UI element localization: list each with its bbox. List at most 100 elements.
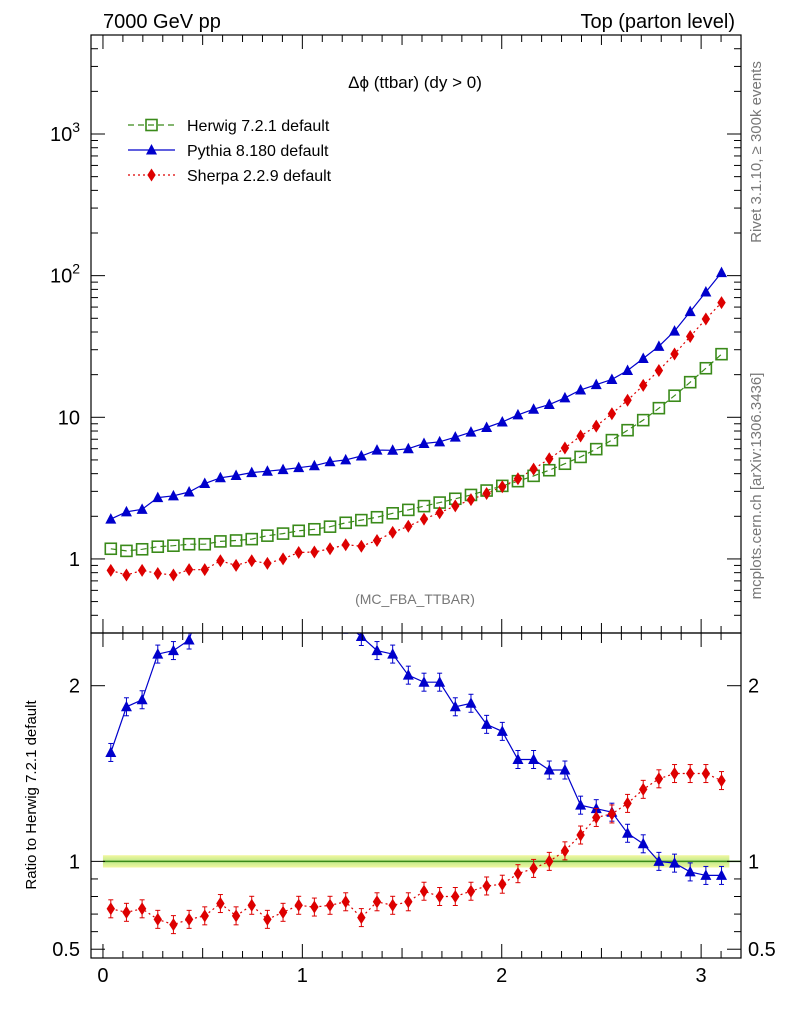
main-series-1-point-15 — [340, 453, 352, 465]
main-series-2-point-16 — [357, 539, 366, 553]
main-series-1-point-11 — [277, 463, 289, 475]
main-series-0-point-29 — [558, 457, 572, 471]
main-series-2-point-5 — [184, 563, 194, 577]
ratio-series-1-point-6 — [200, 909, 209, 923]
ratio-series-1-point-21 — [435, 890, 444, 904]
main-series-0-point-9 — [245, 532, 259, 546]
ratio-series-0-point-17 — [371, 644, 383, 656]
main-series-0-point-13 — [308, 522, 321, 536]
main-series-1-point-19 — [402, 442, 414, 454]
ratio-series-line-1 — [110, 772, 722, 926]
ratio-series-0-point-18 — [387, 648, 399, 659]
ratio-series-1-point-15 — [341, 895, 350, 909]
ratio-series-0-point-31 — [590, 802, 602, 814]
main-series-0-point-32 — [605, 433, 619, 447]
main-series-1-point-16 — [355, 450, 367, 461]
ratio-series-1-point-3 — [153, 912, 162, 926]
main-series-2-point-26 — [513, 472, 523, 486]
main-series-2-point-15 — [341, 538, 350, 552]
ratio-series-0-point-0 — [105, 746, 117, 757]
ratio-ytick-label-left-0: 0.5 — [52, 939, 80, 961]
main-series-0-point-3 — [151, 540, 165, 554]
ratio-series-1-point-32 — [607, 807, 617, 821]
ratio-series-1-point-9 — [247, 898, 256, 912]
main-series-2-point-20 — [419, 512, 429, 526]
main-series-2-point-3 — [153, 566, 162, 580]
main-series-2-point-10 — [263, 556, 272, 570]
legend-marker-2 — [147, 168, 156, 182]
main-series-0-point-28 — [542, 463, 556, 477]
ratio-series-1-point-20 — [419, 884, 429, 898]
ratio-series-1-point-38 — [701, 767, 711, 781]
main-series-0-point-16 — [355, 513, 368, 527]
ratio-series-0-point-14 — [325, 609, 336, 620]
ratio-series-1-point-36 — [670, 767, 679, 781]
ratio-series-0-point-12 — [293, 592, 304, 603]
main-series-0-point-35 — [652, 401, 666, 415]
main-series-0-point-2 — [135, 542, 149, 556]
main-series-2-point-34 — [639, 378, 648, 392]
legend: Herwig 7.2.1 default Pythia 8.180 default… — [128, 118, 332, 185]
ratio-series-1-point-18 — [388, 898, 397, 912]
ratio-series-0-point-21 — [434, 676, 446, 687]
ratio-series-0-point-1 — [120, 700, 132, 712]
main-series-0-point-0 — [104, 542, 118, 556]
ratio-series-1-point-7 — [216, 897, 225, 911]
ratio-series-0-point-7 — [215, 574, 226, 585]
ratio-series-1-point-14 — [325, 898, 335, 912]
ratio-series-1-point-17 — [372, 895, 382, 909]
main-series-2-point-27 — [529, 462, 538, 476]
ratio-series-0-point-29 — [559, 764, 571, 775]
rivet-label: Rivet 3.1.10, ≥ 300k events — [748, 61, 765, 243]
main-series-1-point-35 — [653, 340, 665, 351]
main-series-1-point-23 — [465, 426, 477, 437]
ratio-series-1-point-37 — [685, 767, 695, 781]
main-series-1-point-39 — [716, 266, 728, 278]
header-left: 7000 GeV pp — [103, 11, 221, 33]
ratio-series-0-point-37 — [684, 865, 696, 877]
ratio-series-1-point-11 — [278, 905, 288, 919]
ratio-series-1-point-39 — [717, 774, 726, 788]
main-series-1-point-20 — [418, 437, 430, 449]
main-series-1-point-34 — [637, 352, 649, 364]
main-series-1-point-6 — [199, 477, 211, 488]
main-series-1-point-32 — [606, 373, 618, 384]
main-series-0-point-7 — [214, 535, 227, 548]
ratio-series-0-point-5 — [183, 634, 195, 645]
ratio-series-1-point-28 — [545, 854, 554, 868]
ratio-series-1-point-25 — [498, 877, 507, 891]
ratio-series-0-point-34 — [637, 837, 649, 849]
main-series-2-point-4 — [169, 568, 178, 582]
ratio-series-0-point-10 — [262, 574, 273, 585]
main-series-0-point-6 — [198, 537, 212, 551]
main-series-0-point-4 — [167, 539, 180, 553]
main-series-1-point-37 — [684, 305, 696, 317]
main-series-2-point-39 — [717, 296, 726, 310]
main-series-1-point-7 — [214, 471, 226, 483]
main-series-line-2 — [110, 302, 722, 576]
ratio-series-0-point-35 — [653, 855, 665, 866]
ratio-series-1-point-16 — [357, 911, 366, 925]
main-series-2-point-12 — [294, 546, 303, 560]
main-series-2-point-30 — [576, 429, 585, 443]
ratio-series-1-point-27 — [529, 861, 538, 875]
ratio-series-0-point-20 — [418, 676, 430, 687]
main-series-0-point-39 — [715, 347, 728, 361]
ratio-series-0-point-36 — [669, 857, 681, 868]
ratio-series-1-point-12 — [294, 898, 303, 912]
main-series-0-point-10 — [261, 529, 274, 542]
main-series-1-point-14 — [324, 455, 336, 467]
main-series-1-point-31 — [590, 378, 602, 390]
ratio-series-1-point-8 — [231, 909, 241, 923]
ratio-series-1-point-2 — [137, 902, 147, 916]
ratio-series-0-point-38 — [700, 869, 712, 880]
ratio-ylabel: Ratio to Herwig 7.2.1 default — [23, 700, 40, 890]
ratio-series-0-point-26 — [512, 753, 524, 764]
ratio-ytick-label-left-2: 2 — [69, 676, 80, 698]
ratio-series-0-point-33 — [622, 827, 634, 838]
ratio-series-1-point-31 — [592, 810, 601, 824]
ratio-series-1-point-22 — [451, 890, 460, 904]
main-panel: 1 10 102 103 Δϕ (ttbar) (dy > 0) (MC_FBA_TT… — [50, 34, 742, 634]
main-series-line-0 — [110, 353, 722, 552]
